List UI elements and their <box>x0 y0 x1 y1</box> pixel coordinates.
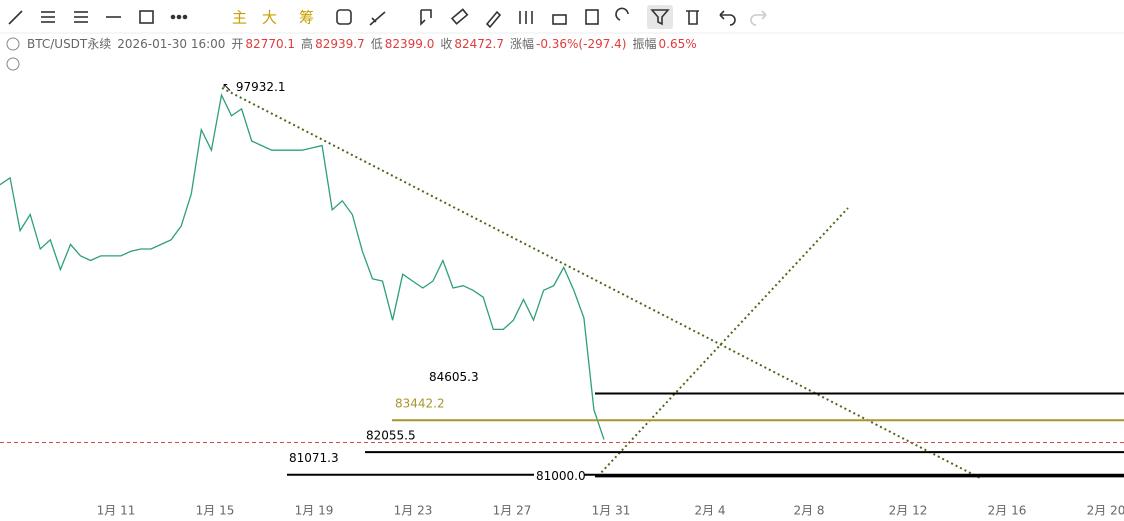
tool-line[interactable] <box>8 10 23 25</box>
x-tick-label: 1月 19 <box>295 504 334 518</box>
tool-magnet[interactable] <box>615 7 629 21</box>
high-label: 高 <box>301 36 313 51</box>
level-label: 82055.5 <box>366 429 416 443</box>
tool-edit[interactable] <box>585 9 599 25</box>
x-tick-label: 2月 8 <box>793 504 824 518</box>
level-label: 84605.3 <box>429 370 479 384</box>
trend-line <box>221 87 981 479</box>
tool-filter-bg <box>647 5 673 29</box>
plot: ↖ 97932.1 84605.3 83442.2 82055.5 81071.3 810… <box>0 80 1124 518</box>
x-tick-label: 2月 4 <box>694 504 725 518</box>
close-label: 收 <box>440 37 452 51</box>
amplitude: 0.65% <box>659 37 697 51</box>
low-label: 低 <box>371 37 383 51</box>
x-tick-label: 1月 27 <box>493 504 532 518</box>
main-button[interactable]: 主 <box>232 9 247 27</box>
x-tick-label: 2月 16 <box>988 504 1027 518</box>
tool-measure[interactable] <box>369 11 386 26</box>
info-line: BTC/USDT永续 2026-01-30 16:00 开 82770.1 高 82939… <box>27 36 697 51</box>
tool-lock[interactable] <box>552 14 567 25</box>
label-bg <box>534 468 584 485</box>
tool-candles[interactable] <box>519 11 533 24</box>
x-tick-label: 1月 23 <box>394 504 433 518</box>
level-label: 81071.3 <box>289 451 339 465</box>
low: 82399.0 <box>385 37 435 51</box>
expand-icon[interactable] <box>6 57 20 71</box>
tool-sync[interactable] <box>336 9 352 25</box>
trend-line <box>597 207 849 477</box>
symbol: BTC/USDT永续 <box>27 37 111 51</box>
close: 82472.7 <box>454 37 504 51</box>
collapse-icon[interactable] <box>6 37 20 51</box>
open-label: 开 <box>231 37 243 51</box>
x-tick-label: 1月 11 <box>97 504 136 518</box>
change: -0.36%(-297.4) <box>536 37 627 51</box>
x-tick-label: 2月 12 <box>889 504 928 518</box>
tool-undo[interactable] <box>719 10 736 26</box>
level-label: ↖ 97932.1 <box>222 80 286 94</box>
tool-redo[interactable] <box>750 10 767 26</box>
tool-pen[interactable] <box>485 10 502 29</box>
tool-delete[interactable] <box>686 10 699 25</box>
tool-filter[interactable] <box>650 9 670 26</box>
level-label: 81000.0 <box>536 469 586 483</box>
amplitude-label: 振幅 <box>632 36 656 51</box>
x-tick-label: 2月 20 <box>1087 504 1124 518</box>
tool-more[interactable] <box>170 14 188 20</box>
x-tick-label: 1月 31 <box>592 504 631 518</box>
chip-button[interactable]: 筹 <box>299 9 314 27</box>
open: 82770.1 <box>245 37 295 51</box>
toolbar <box>8 5 767 29</box>
high: 82939.7 <box>315 37 365 51</box>
time: 2026-01-30 16:00 <box>117 37 225 51</box>
tool-select[interactable] <box>420 9 432 26</box>
big-button[interactable]: 大 <box>262 9 277 27</box>
price-line <box>0 93 605 440</box>
change-label: 涨幅 <box>510 36 534 51</box>
tool-rect[interactable] <box>139 10 154 24</box>
level-label: 83442.2 <box>395 397 445 411</box>
tool-ruler[interactable] <box>450 8 469 25</box>
tool-menu[interactable] <box>74 11 88 23</box>
x-tick-label: 1月 15 <box>196 504 235 518</box>
tool-hlines[interactable] <box>41 11 55 23</box>
